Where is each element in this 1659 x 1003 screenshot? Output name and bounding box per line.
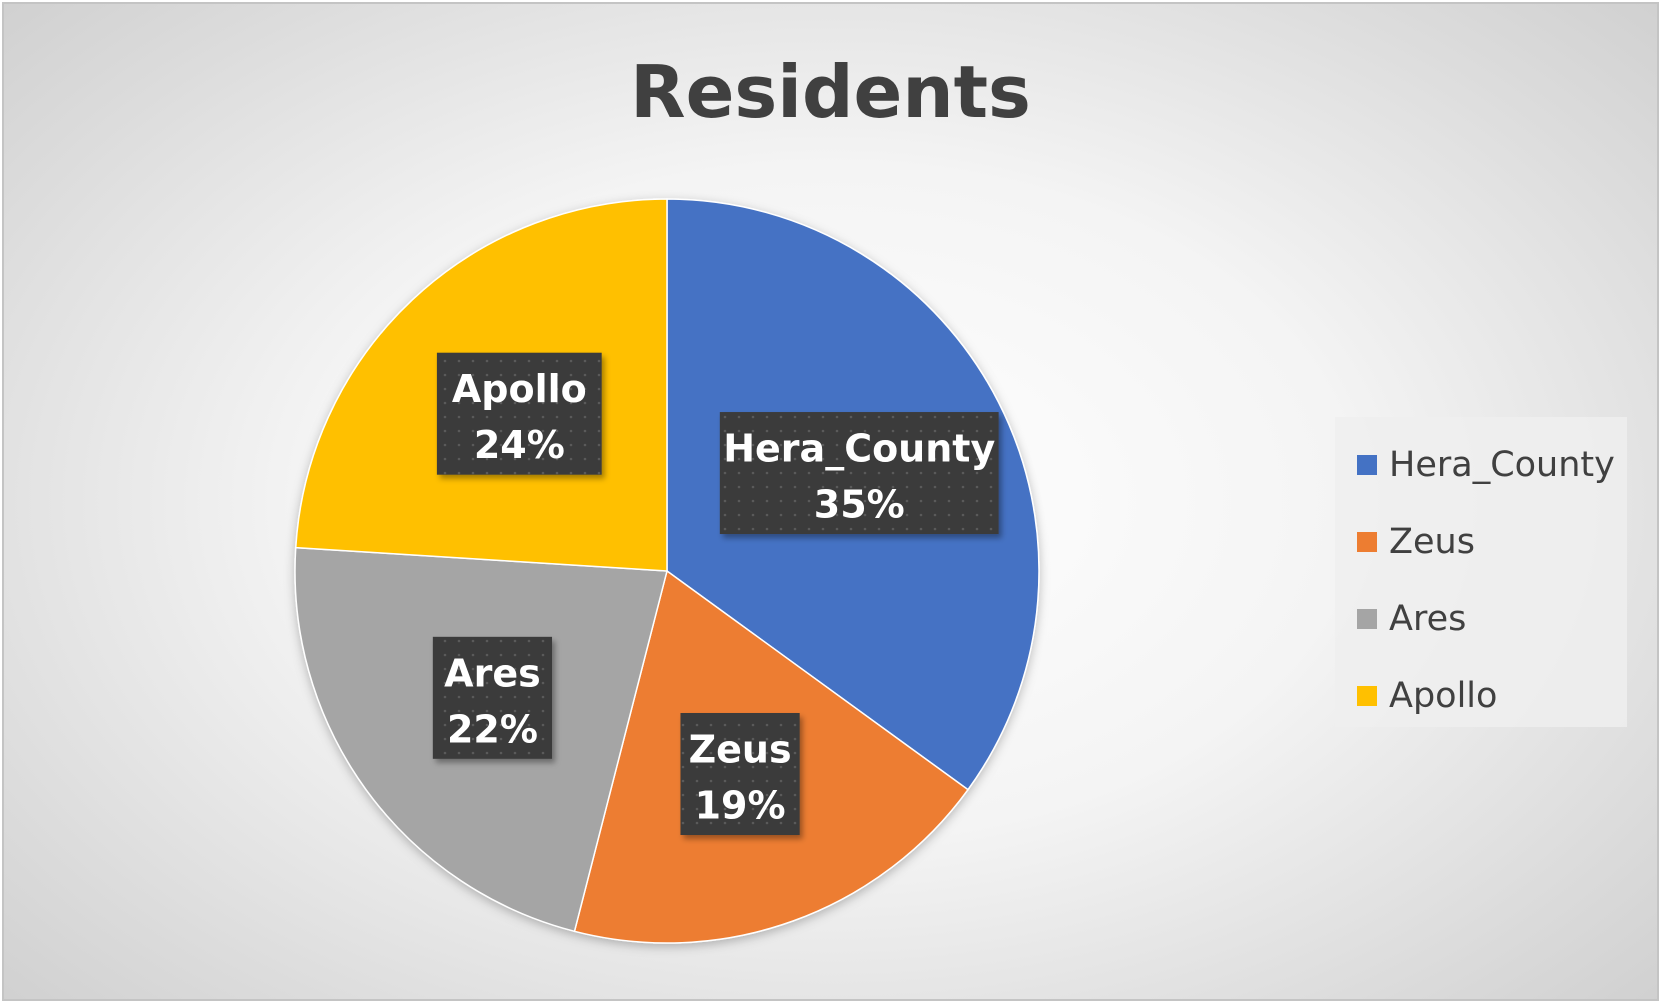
data-label-apollo: Apollo 24% — [436, 352, 602, 475]
legend-item-ares: Ares — [1357, 597, 1466, 641]
data-label-percent: 22% — [447, 707, 538, 751]
data-label-box — [680, 713, 800, 836]
legend-label: Apollo — [1389, 676, 1498, 716]
pie-chart: Hera_County 35% Zeus 19% Ares 22% Apollo 24% — [294, 198, 1040, 944]
data-label-percent: 19% — [695, 784, 786, 828]
data-label-ares: Ares 22% — [432, 636, 553, 759]
data-label-category: Ares — [444, 651, 541, 695]
legend-swatch — [1357, 686, 1377, 706]
data-label-box — [436, 352, 602, 475]
data-label-category: Zeus — [689, 728, 792, 772]
data-label-category: Apollo — [452, 367, 587, 411]
legend-item-zeus: Zeus — [1357, 520, 1475, 564]
legend-label: Ares — [1389, 599, 1467, 639]
data-label-category: Hera_County — [723, 427, 995, 471]
legend-item-apollo: Apollo — [1357, 674, 1497, 718]
legend-label: Zeus — [1389, 522, 1475, 562]
legend-swatch — [1357, 532, 1377, 552]
legend-label: Hera_County — [1389, 445, 1615, 485]
legend-swatch — [1357, 609, 1377, 629]
data-label-percent: 24% — [474, 423, 565, 467]
data-label-percent: 35% — [814, 483, 905, 527]
legend-item-hera-county: Hera_County — [1357, 443, 1615, 487]
legend-swatch — [1357, 455, 1377, 475]
chart-title: Residents — [630, 50, 1031, 134]
legend: Hera_County Zeus Ares Apollo — [1335, 417, 1627, 727]
data-label-box — [432, 636, 553, 759]
data-label-hera-county: Hera_County 35% — [719, 412, 999, 535]
data-label-box — [719, 412, 999, 535]
data-label-zeus: Zeus 19% — [680, 713, 800, 836]
